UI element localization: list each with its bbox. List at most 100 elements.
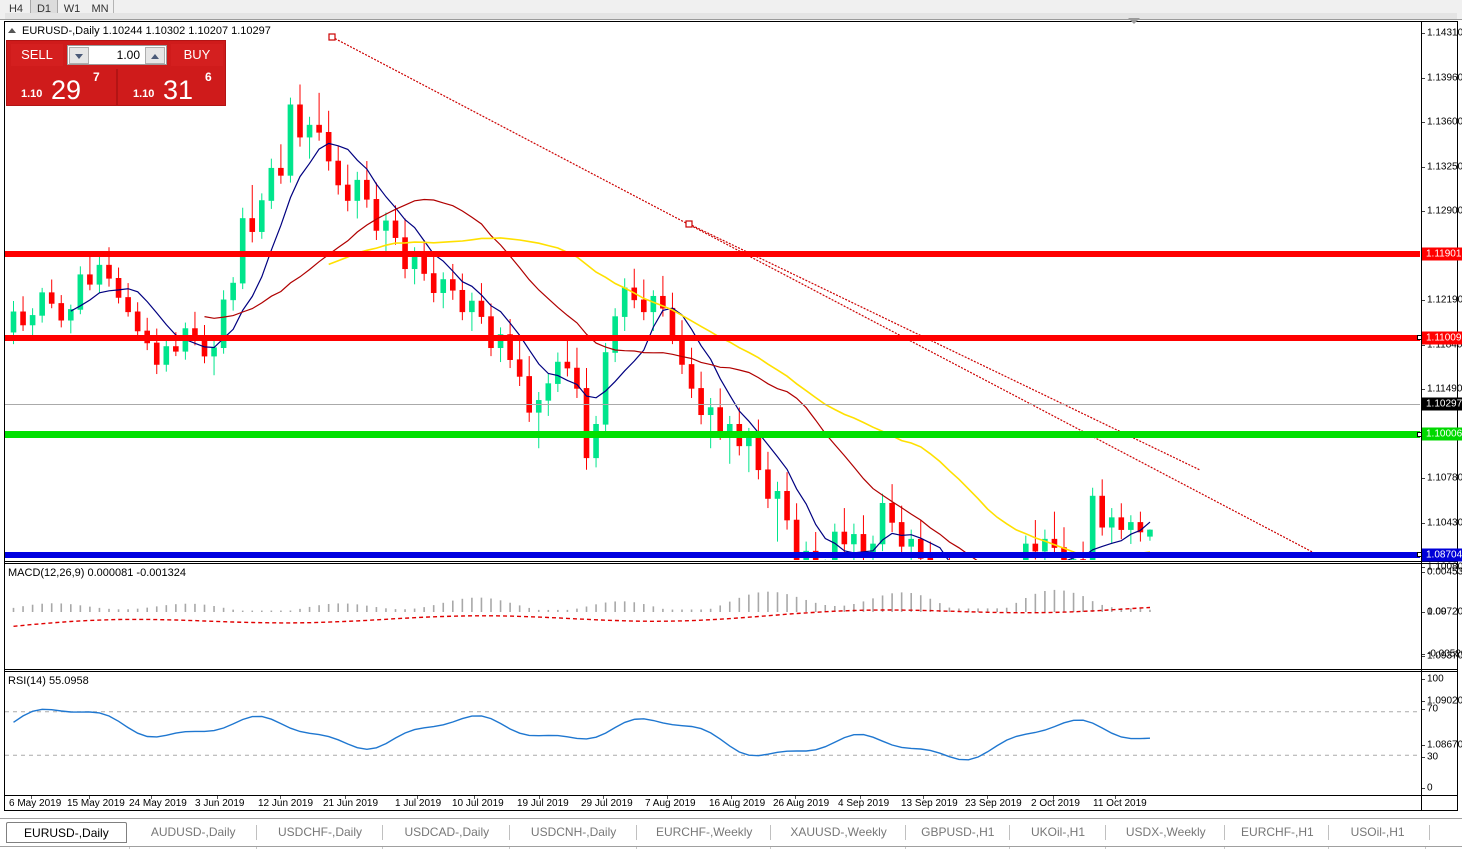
price-tick-label: 1.09370 (1427, 650, 1462, 662)
candle-body (621, 287, 628, 317)
level-line-support-blue[interactable] (5, 552, 1422, 558)
volume-increment-button[interactable] (145, 47, 165, 64)
timeframe-tab-mn[interactable]: MN (91, 3, 109, 15)
price-tick (1422, 567, 1425, 568)
candle-body (10, 311, 17, 333)
price-tick (1422, 745, 1425, 746)
buy-button[interactable]: BUY (171, 44, 223, 66)
price-tick-label: 1.11490 (1427, 383, 1462, 395)
candle-body (421, 255, 427, 274)
level-anchor-handle[interactable] (1417, 431, 1422, 437)
candle-body (879, 502, 886, 545)
level-line-resistance-upper[interactable] (5, 251, 1420, 257)
candle-body (459, 289, 466, 313)
candle-body (58, 303, 65, 321)
trendline-anchor-handle[interactable] (328, 33, 336, 41)
timeframe-tab-h4[interactable]: H4 (8, 3, 24, 15)
level-line-current-price[interactable] (5, 404, 1420, 405)
volume-input[interactable]: 1.00 (67, 45, 167, 65)
tab-tick (1328, 847, 1330, 849)
one-click-trading-panel: SELL 1.00 BUY 1.10 29 7 1.10 31 6 (6, 40, 226, 106)
candle-body (106, 264, 112, 279)
date-tick (217, 796, 218, 799)
symbol-tab-audusd--daily[interactable]: AUDUSD-,Daily (150, 825, 236, 839)
candle-body (1032, 543, 1039, 552)
candle-body (851, 534, 857, 545)
time-scale[interactable]: 6 May 2019 15 May 2019 24 May 2019 3 Jun 20… (5, 795, 1457, 811)
date-label: 16 Aug 2019 (709, 798, 766, 809)
indicator-tick-label: 0.00 (1427, 606, 1447, 618)
tab-divider (1328, 825, 1330, 840)
symbol-tab-eurchf--weekly[interactable]: EURCHF-,Weekly (655, 825, 753, 839)
indicator-tick (1422, 709, 1425, 710)
candle-body (755, 435, 762, 471)
candle-body (889, 502, 895, 523)
macd-indicator-label[interactable]: MACD(12,26,9) 0.000081 -0.001324 (8, 567, 186, 579)
candle-body (29, 315, 36, 326)
trendline-minor-downtrend (688, 223, 1201, 471)
candle-body (583, 388, 590, 459)
sell-price-display[interactable]: 1.10 29 7 (9, 68, 115, 105)
candle-body (354, 179, 361, 201)
symbol-tab-gbpusd--h1[interactable]: GBPUSD-,H1 (921, 825, 995, 839)
date-label: 4 Sep 2019 (838, 798, 890, 809)
price-tick-label: 1.12190 (1427, 294, 1462, 306)
date-label: 7 Aug 2019 (645, 798, 696, 809)
date-tick (345, 796, 346, 799)
level-line-resistance-lower[interactable] (5, 335, 1422, 341)
symbol-tab-usdx--weekly[interactable]: USDX-,Weekly (1125, 825, 1206, 839)
symbol-tab-usdcnh--daily[interactable]: USDCNH-,Daily (530, 825, 617, 839)
moving-average-mid (204, 198, 978, 560)
moving-average-fast (70, 142, 1151, 560)
candle-body (335, 160, 342, 186)
price-badge: 1.11009 (1422, 331, 1462, 345)
timeframe-tab-w1[interactable]: W1 (63, 3, 81, 15)
candle-body (268, 167, 275, 201)
candle-body (96, 264, 103, 285)
candle-body (784, 491, 790, 521)
rsi-indicator-label[interactable]: RSI(14) 55.0958 (8, 675, 89, 687)
indicator-tick-label: 0 (1427, 782, 1433, 794)
symbol-tab-ukoil--h1[interactable]: UKOil-,H1 (1030, 825, 1085, 839)
date-tick (474, 796, 475, 799)
chart-scrollbar[interactable] (5, 13, 1457, 19)
tab-divider (509, 825, 511, 840)
candle-body (574, 367, 580, 389)
level-anchor-handle[interactable] (1417, 335, 1422, 340)
buy-price-display[interactable]: 1.10 31 6 (119, 68, 225, 105)
candle-body (249, 218, 256, 232)
date-tick (731, 796, 732, 799)
indicator-tick (1422, 572, 1425, 573)
candle-body (555, 361, 561, 384)
level-anchor-handle[interactable] (1417, 552, 1422, 557)
symbol-tab-eurusd--daily[interactable]: EURUSD-,Daily (6, 822, 127, 843)
trendline-anchor-handle[interactable] (685, 220, 693, 228)
price-tick (1422, 33, 1425, 34)
panel-divider (116, 69, 118, 105)
chart-expand-icon[interactable] (8, 28, 16, 33)
symbol-tab-usdcad--daily[interactable]: USDCAD-,Daily (404, 825, 490, 839)
symbol-tab-usdchf--daily[interactable]: USDCHF-,Daily (277, 825, 362, 839)
date-label: 15 May 2019 (67, 798, 125, 809)
level-line-support-green[interactable] (5, 431, 1422, 438)
candle-body (125, 297, 131, 313)
volume-decrement-button[interactable] (69, 47, 89, 64)
date-tick (923, 796, 924, 799)
price-tick (1422, 389, 1425, 390)
candle-body (707, 407, 714, 416)
price-scale[interactable]: 1.143101.139601.136001.132501.129001.125… (1421, 22, 1462, 811)
candle-body (640, 299, 647, 313)
price-pane (5, 22, 1420, 560)
chevron-down-icon[interactable] (1128, 18, 1140, 24)
candle-body (20, 311, 26, 326)
candle-body (488, 316, 494, 349)
candle-body (259, 200, 265, 232)
symbol-tab-usoil--h1[interactable]: USOil-,H1 (1350, 825, 1405, 839)
price-tick (1422, 345, 1425, 346)
symbol-tab-xauusd--weekly[interactable]: XAUUSD-,Weekly (790, 825, 887, 839)
sell-button[interactable]: SELL (11, 44, 63, 66)
symbol-tab-eurchf--h1[interactable]: EURCHF-,H1 (1241, 825, 1314, 839)
candle-body (1099, 495, 1105, 528)
price-tick-label: 1.09020 (1427, 695, 1462, 707)
rsi-chart (5, 708, 1420, 761)
